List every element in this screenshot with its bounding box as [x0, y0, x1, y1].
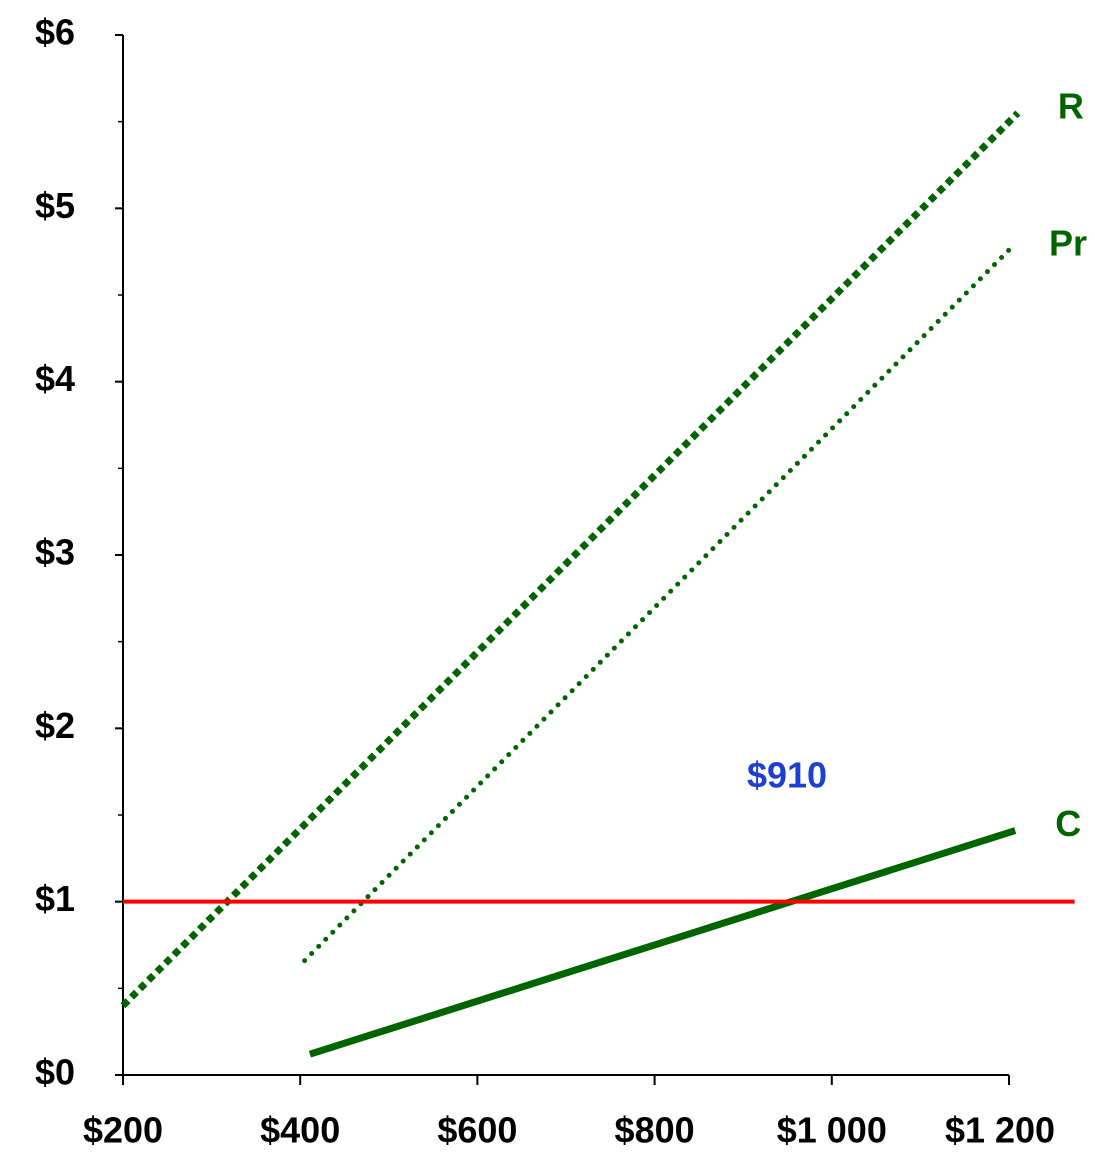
- y-tick-label: $3: [35, 532, 75, 573]
- x-tick-label: $400: [260, 1110, 340, 1151]
- y-tick-label: $4: [35, 358, 75, 399]
- x-tick-label: $200: [83, 1110, 163, 1151]
- series-line: [120, 110, 1021, 1009]
- series-label: Pr: [1049, 222, 1087, 263]
- x-tick-label: $600: [437, 1110, 517, 1151]
- y-tick-label: $5: [35, 185, 75, 226]
- y-tick-label: $0: [35, 1052, 75, 1093]
- y-tick-label: $6: [35, 12, 75, 53]
- x-tick-label: $1 200: [945, 1110, 1055, 1151]
- series-line: [308, 827, 1017, 1058]
- x-tick-label: $1 000: [777, 1110, 887, 1151]
- y-tick-label: $1: [35, 878, 75, 919]
- y-tick-label: $2: [35, 705, 75, 746]
- series-line: [302, 247, 1012, 964]
- x-tick-label: $800: [615, 1110, 695, 1151]
- annotation: $910: [747, 755, 827, 796]
- series-label: C: [1055, 803, 1081, 844]
- series-label: R: [1058, 86, 1084, 127]
